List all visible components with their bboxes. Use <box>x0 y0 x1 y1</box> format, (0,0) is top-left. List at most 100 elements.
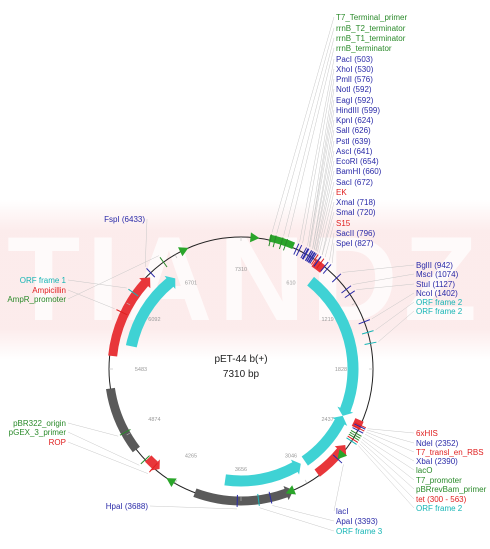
site-mark <box>354 422 367 429</box>
feature-label: ORF frame 3 <box>336 527 383 536</box>
feature-label: PacI (503) <box>336 55 373 64</box>
site-mark <box>316 258 325 269</box>
leader-line <box>324 222 335 258</box>
tick-label: 4265 <box>185 454 197 460</box>
leader-line <box>360 441 415 490</box>
feature-label: lacI <box>336 507 348 516</box>
tick-label: 4874 <box>148 417 160 423</box>
promoter-triangle <box>285 485 296 495</box>
leader-line <box>333 464 344 512</box>
site-mark <box>116 309 128 316</box>
feature-label: SacI (672) <box>336 178 373 187</box>
tick-label: 7310 <box>235 267 247 273</box>
feature-label: MscI (1074) <box>416 270 459 279</box>
feature-label: NotI (592) <box>336 85 372 94</box>
tick-mark <box>174 479 178 484</box>
leader-line <box>276 27 335 234</box>
leader-line <box>332 242 335 263</box>
leader-line <box>283 37 335 236</box>
leader-line <box>67 441 149 474</box>
site-mark <box>311 254 319 265</box>
leader-line <box>67 289 115 309</box>
site-mark <box>307 251 315 263</box>
site-mark <box>348 433 360 441</box>
site-mark <box>146 268 156 278</box>
feature-label: rrnB_terminator <box>336 44 392 53</box>
tick-label: 1219 <box>321 317 333 323</box>
site-mark <box>332 454 343 464</box>
feature-label: 6xHIS <box>416 429 438 438</box>
leader-line <box>363 437 415 471</box>
feature-label: ORF frame 2 <box>416 298 463 307</box>
feature-label: HpaI (3688) <box>106 502 149 511</box>
site-mark <box>119 429 131 436</box>
feature-label: XmaI (718) <box>336 198 376 207</box>
site-mark <box>308 252 316 264</box>
feature-label: lacO <box>416 466 432 475</box>
site-mark <box>300 247 308 259</box>
feature-label: EcoRI (654) <box>336 157 379 166</box>
site-mark <box>364 341 377 346</box>
leader-line <box>313 140 335 250</box>
tick-label: 3046 <box>285 454 297 460</box>
tick-mark <box>174 254 178 259</box>
site-mark <box>320 261 329 272</box>
feature-label: ORF frame 2 <box>416 307 463 316</box>
feature-label: NcoI (1402) <box>416 289 458 298</box>
site-mark <box>361 330 374 335</box>
leader-line <box>364 433 415 462</box>
site-mark <box>257 493 260 506</box>
rop-arrow <box>144 455 160 471</box>
site-mark <box>347 435 359 443</box>
site-mark <box>268 491 273 504</box>
promoter-triangle <box>337 449 348 460</box>
leader-line <box>375 301 415 331</box>
feature-label: S15 <box>336 219 351 228</box>
site-mark <box>148 462 158 473</box>
site-mark <box>278 237 284 250</box>
leader-line <box>319 191 335 253</box>
promoter-triangle <box>166 478 177 488</box>
feature-label: HindIII (599) <box>336 106 380 115</box>
watermark-logo: TIANDZ <box>7 212 483 346</box>
leader-line <box>352 273 415 285</box>
feature-label: EagI (592) <box>336 96 374 105</box>
feature-label: tet (300 - 563) <box>416 495 467 504</box>
leader-line <box>144 218 148 267</box>
feature-label: Ampicillin <box>32 286 66 295</box>
orf-frame-3-arrow <box>224 459 301 487</box>
site-mark <box>331 273 342 283</box>
tick-label: 3656 <box>235 467 247 473</box>
tick-label: 5483 <box>135 367 147 373</box>
promoter-triangle <box>250 232 260 243</box>
feature-label: rrnB_T2_terminator <box>336 24 406 33</box>
leader-line <box>299 58 335 242</box>
tick-mark <box>351 302 356 306</box>
laci-arrow <box>314 444 347 477</box>
feature-label: NdeI (2352) <box>416 439 459 448</box>
leader-line <box>67 431 140 466</box>
tick-mark <box>351 432 356 436</box>
feature-label: AmpR_promoter <box>7 295 66 304</box>
site-mark <box>349 431 361 439</box>
feature-label: BamHI (660) <box>336 167 382 176</box>
leader-line <box>315 170 335 251</box>
leader-line <box>314 150 335 250</box>
leader-line <box>321 201 335 255</box>
feature-label: ORF frame 1 <box>20 276 67 285</box>
tick-mark <box>126 432 131 436</box>
leader-line <box>317 181 335 252</box>
leader-line <box>309 109 335 248</box>
leader-line <box>365 431 415 453</box>
ampicillin-arrow <box>108 277 151 357</box>
feature-label: XbaI (2390) <box>416 457 458 466</box>
site-mark <box>313 256 322 267</box>
leader-line <box>149 505 238 510</box>
leader-line <box>342 264 415 273</box>
site-mark <box>352 427 364 434</box>
feature-label: pBRrevBam_primer <box>416 485 487 494</box>
leader-line <box>307 78 335 246</box>
feature-label: FspI (6433) <box>104 215 145 224</box>
